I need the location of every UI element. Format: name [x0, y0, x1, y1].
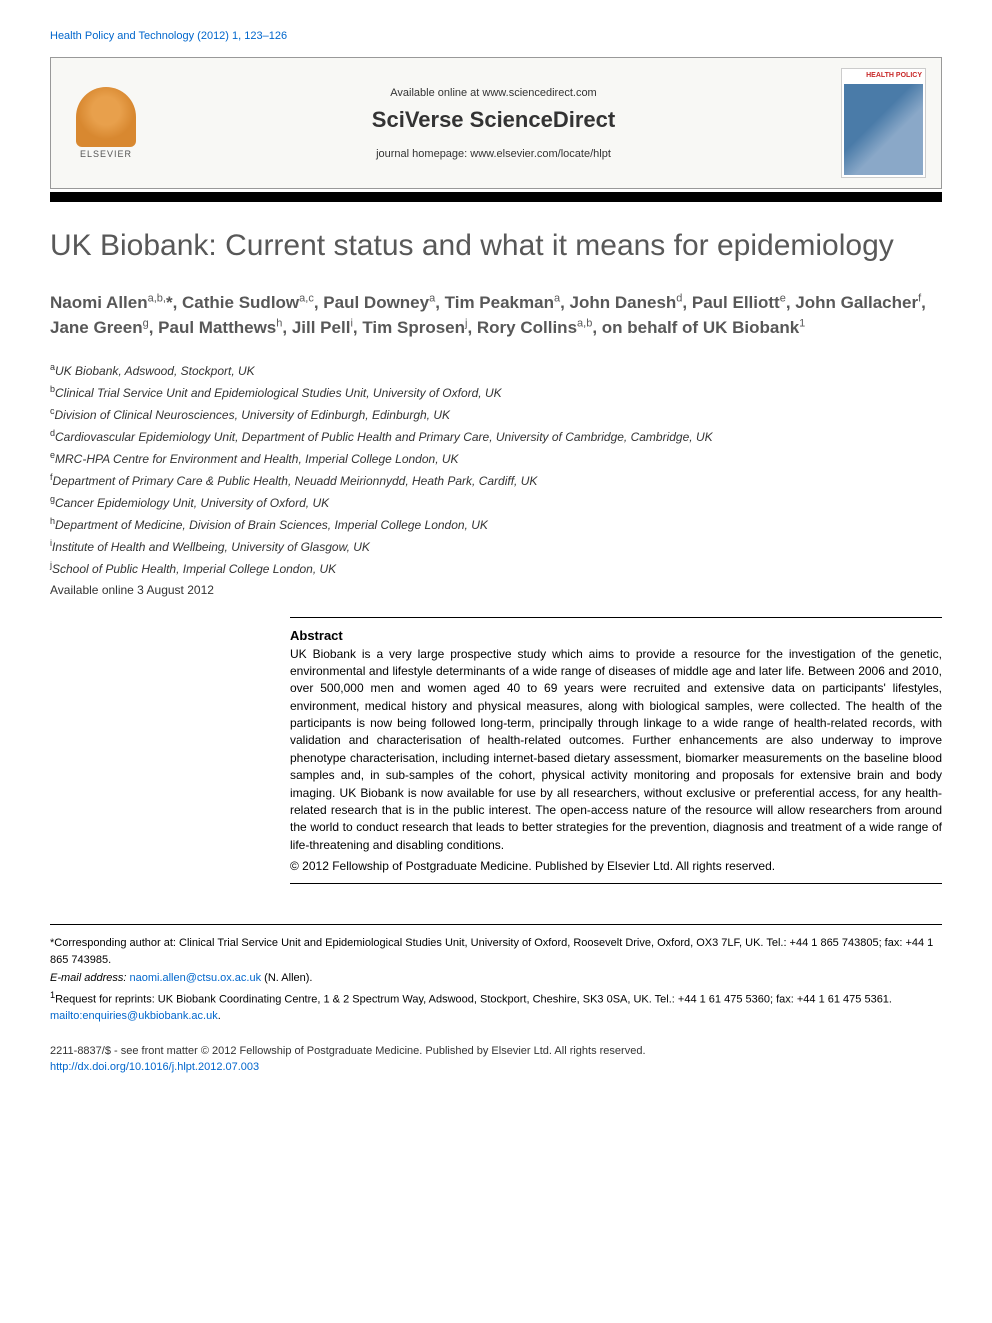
affiliation-item: cDivision of Clinical Neurosciences, Uni… — [50, 405, 942, 424]
affiliation-item: bClinical Trial Service Unit and Epidemi… — [50, 383, 942, 402]
cover-image-placeholder — [844, 84, 923, 175]
authors-list: Naomi Allena,b,*, Cathie Sudlowa,c, Paul… — [50, 290, 942, 341]
elsevier-tree-icon — [76, 87, 136, 147]
affiliation-item: iInstitute of Health and Wellbeing, Univ… — [50, 537, 942, 556]
affiliation-item: dCardiovascular Epidemiology Unit, Depar… — [50, 427, 942, 446]
mailto-link[interactable]: mailto:enquiries@ukbiobank.ac.uk — [50, 1010, 218, 1022]
affiliation-item: eMRC-HPA Centre for Environment and Heal… — [50, 449, 942, 468]
affiliation-item: jSchool of Public Health, Imperial Colle… — [50, 559, 942, 578]
corresponding-author-note: *Corresponding author at: Clinical Trial… — [50, 935, 942, 968]
divider-bar — [50, 192, 942, 202]
affiliation-item: fDepartment of Primary Care & Public Hea… — [50, 471, 942, 490]
abstract-copyright: © 2012 Fellowship of Postgraduate Medici… — [290, 859, 942, 873]
affiliation-item: hDepartment of Medicine, Division of Bra… — [50, 515, 942, 534]
email-link[interactable]: naomi.allen@ctsu.ox.ac.uk — [129, 972, 261, 984]
sciverse-brand: SciVerse ScienceDirect — [146, 107, 841, 133]
affiliation-item: aUK Biobank, Adswood, Stockport, UK — [50, 361, 942, 380]
affiliation-item: gCancer Epidemiology Unit, University of… — [50, 493, 942, 512]
doi-link[interactable]: http://dx.doi.org/10.1016/j.hlpt.2012.07… — [50, 1061, 259, 1073]
reprints-text: Request for reprints: UK Biobank Coordin… — [55, 993, 892, 1005]
footnotes: *Corresponding author at: Clinical Trial… — [50, 924, 942, 1024]
reprints-note: 1Request for reprints: UK Biobank Coordi… — [50, 989, 942, 1025]
footer-info: 2211-8837/$ - see front matter © 2012 Fe… — [50, 1044, 942, 1075]
email-label: E-mail address: — [50, 972, 126, 984]
abstract-section: Abstract UK Biobank is a very large pros… — [290, 617, 942, 885]
publisher-name: ELSEVIER — [80, 149, 132, 159]
abstract-text: UK Biobank is a very large prospective s… — [290, 646, 942, 855]
journal-homepage: journal homepage: www.elsevier.com/locat… — [146, 148, 841, 160]
abstract-heading: Abstract — [290, 628, 942, 643]
email-line: E-mail address: naomi.allen@ctsu.ox.ac.u… — [50, 970, 942, 987]
citation-line: Health Policy and Technology (2012) 1, 1… — [50, 30, 942, 42]
email-name: (N. Allen). — [264, 972, 312, 984]
affiliations-list: aUK Biobank, Adswood, Stockport, UK bClin… — [50, 361, 942, 578]
cover-title-text: HEALTH POLICY — [842, 69, 925, 82]
header-box: ELSEVIER Available online at www.science… — [50, 57, 942, 189]
available-online-date: Available online 3 August 2012 — [50, 583, 942, 597]
header-center: Available online at www.sciencedirect.co… — [146, 87, 841, 160]
elsevier-logo: ELSEVIER — [66, 78, 146, 168]
front-matter-line: 2211-8837/$ - see front matter © 2012 Fe… — [50, 1044, 942, 1059]
journal-cover-thumbnail: HEALTH POLICY — [841, 68, 926, 178]
available-online-text: Available online at www.sciencedirect.co… — [146, 87, 841, 99]
article-title: UK Biobank: Current status and what it m… — [50, 227, 942, 265]
